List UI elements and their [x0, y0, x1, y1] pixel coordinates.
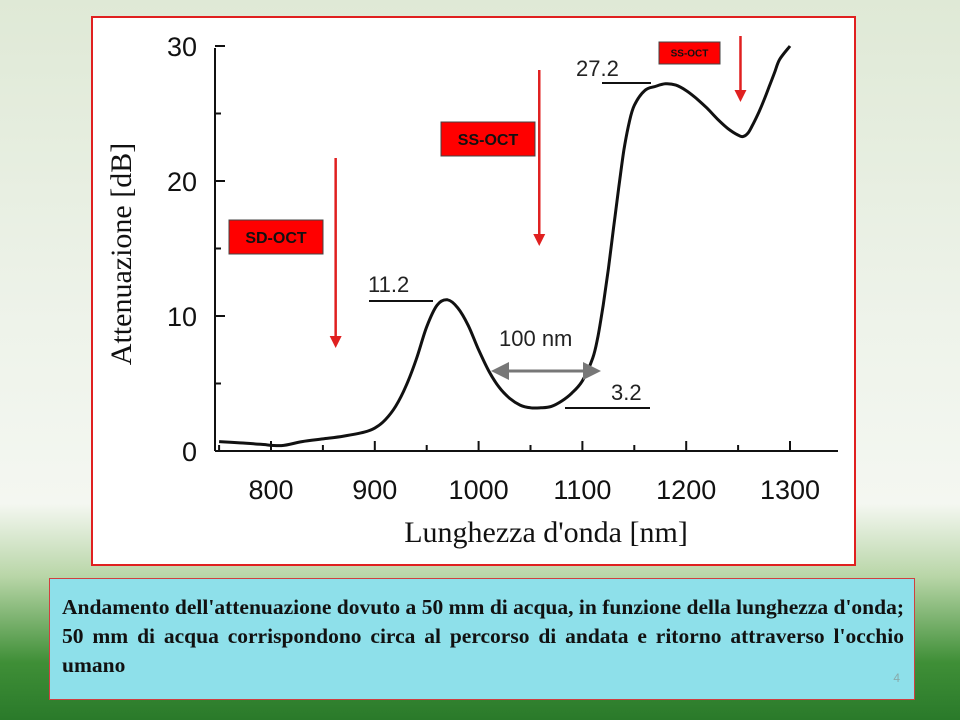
y-tick-label: 0	[182, 437, 197, 467]
oct-label: SS-OCT	[671, 49, 709, 60]
oct-arrow-head	[329, 336, 342, 348]
x-tick-label: 800	[248, 475, 293, 505]
y-axis-title: Attenuazione [dB]	[105, 143, 138, 365]
oct-marker: SD-OCT	[228, 158, 342, 348]
oct-marker: SS-OCT	[440, 70, 546, 246]
plateau-label: 27.2	[576, 56, 619, 81]
width-arrow-left-head	[491, 362, 509, 380]
attenuation-curve	[219, 45, 792, 448]
caption-box: Andamento dell'attenuazione dovuto a 50 …	[49, 578, 915, 700]
width-label: 100 nm	[499, 326, 572, 351]
y-ticks: 0 10 20 30	[167, 32, 225, 467]
oct-arrow-head	[734, 90, 747, 102]
annotations: 11.2 3.2 27.2 100 nm	[368, 56, 651, 409]
attenuation-chart: 0 10 20 30 800 900 1000 1100 1200 1300 Attenuazi…	[105, 32, 838, 549]
caption-text: Andamento dell'attenuazione dovuto a 50 …	[62, 595, 904, 677]
oct-label: SD-OCT	[245, 230, 307, 247]
x-axis-title: Lunghezza d'onda [nm]	[404, 516, 688, 549]
x-tick-label: 900	[352, 475, 397, 505]
width-arrow-right-head	[583, 362, 601, 380]
valley-label: 3.2	[611, 380, 642, 405]
y-tick-label: 20	[167, 167, 197, 197]
peak-label: 11.2	[368, 272, 409, 297]
x-tick-label: 1000	[449, 475, 509, 505]
chart-panel: 0 10 20 30 800 900 1000 1100 1200 1300 Attenuazi…	[91, 16, 856, 566]
oct-label-box	[228, 219, 324, 255]
x-tick-label: 1200	[656, 475, 716, 505]
y-tick-label: 30	[167, 32, 197, 62]
x-tick-label: 1100	[553, 475, 611, 505]
x-ticks: 800 900 1000 1100 1200 1300	[218, 441, 820, 505]
page-number: 4	[893, 671, 900, 685]
oct-label: SS-OCT	[458, 132, 519, 149]
oct-markers: SD-OCT SS-OCT SS-OCT	[228, 36, 747, 348]
oct-label-box	[658, 41, 721, 65]
oct-marker: SS-OCT	[658, 36, 747, 102]
y-tick-label: 10	[167, 302, 197, 332]
oct-arrow-head	[533, 234, 546, 246]
oct-label-box	[440, 121, 536, 157]
x-tick-label: 1300	[760, 475, 820, 505]
